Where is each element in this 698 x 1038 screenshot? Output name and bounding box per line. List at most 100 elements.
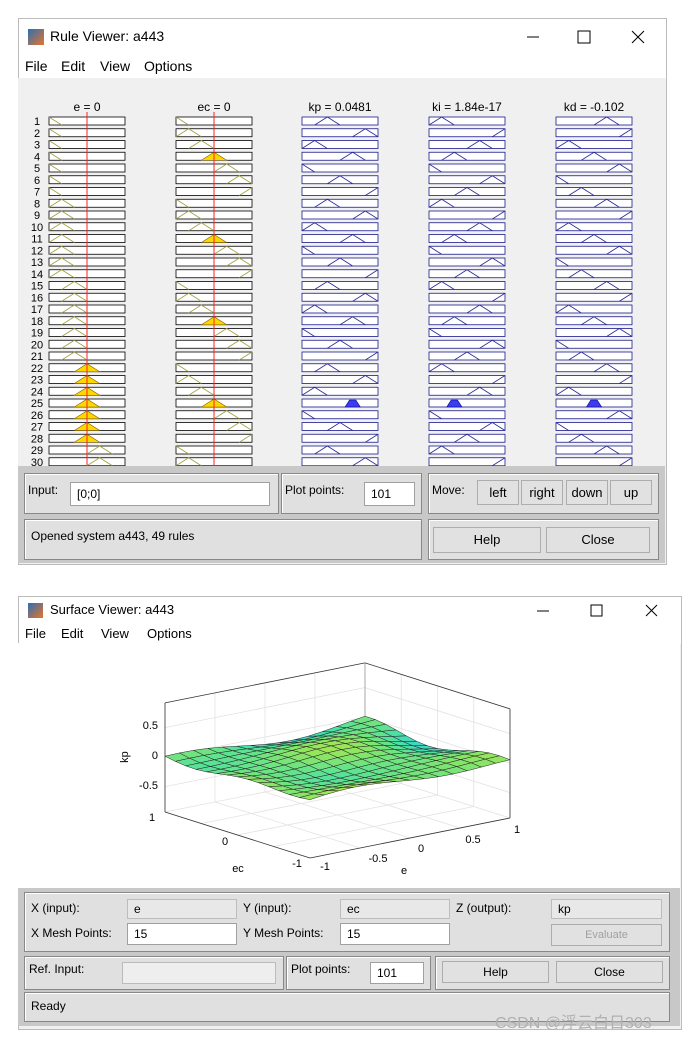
maximize[interactable] — [590, 604, 603, 617]
mf-box — [301, 386, 379, 396]
evaluate-button[interactable]: Evaluate — [551, 924, 662, 946]
ref-input-field[interactable] — [122, 962, 276, 984]
mf-curve — [327, 339, 353, 349]
mf-curve — [48, 175, 62, 185]
x-mesh-field[interactable]: 15 — [127, 923, 237, 945]
mf-curve — [301, 245, 315, 255]
move-down-button[interactable]: down — [566, 480, 608, 505]
plot-points-field[interactable]: 101 — [364, 482, 415, 506]
mf-curve — [428, 281, 455, 290]
mf-curve — [441, 151, 468, 161]
floor-grid — [237, 794, 438, 836]
close-button[interactable]: Close — [556, 961, 663, 983]
rule-number: 16 — [31, 292, 43, 304]
maximize[interactable] — [577, 30, 591, 44]
menu-item[interactable]: Edit — [61, 626, 84, 641]
mf-curve — [314, 281, 341, 290]
mf-box — [301, 222, 379, 232]
mf-curve — [492, 210, 506, 220]
mf-curve — [606, 328, 633, 337]
title-bar: Rule Viewer: a443 — [19, 19, 666, 53]
mf-curve — [175, 457, 202, 467]
mf-box — [301, 187, 379, 196]
mf-box — [301, 234, 379, 243]
close-icon[interactable] — [645, 604, 658, 617]
rule-number: 28 — [31, 433, 43, 445]
mf-curve — [175, 281, 189, 290]
mf-curve — [568, 351, 595, 361]
mf-curve — [581, 234, 607, 243]
column-header: kd = -0.102 — [564, 100, 625, 114]
mf-box — [301, 422, 379, 431]
mf-box — [555, 422, 633, 431]
window-controls[interactable] — [529, 601, 669, 621]
rule-number: 17 — [31, 304, 43, 316]
mf-curve — [619, 375, 633, 384]
move-left-button[interactable]: left — [477, 480, 519, 505]
mf-curve — [492, 292, 506, 302]
mf-box — [301, 445, 379, 455]
mf-curve — [175, 210, 202, 220]
z-output-dropdown[interactable]: kp — [551, 899, 662, 919]
mf-box — [555, 245, 633, 255]
mf-fill — [446, 399, 463, 408]
window-title: Rule Viewer: a443 — [50, 28, 165, 44]
mf-curve — [466, 140, 493, 149]
close-icon[interactable] — [631, 30, 645, 44]
mf-box — [555, 386, 633, 396]
mf-box — [555, 222, 633, 232]
menu-item[interactable]: Edit — [61, 58, 86, 74]
mf-box — [555, 351, 633, 361]
mf-curve — [188, 304, 215, 314]
mf-box — [428, 433, 506, 443]
mf-curve — [441, 234, 468, 243]
menu-item[interactable]: View — [101, 626, 129, 641]
mf-box — [428, 222, 506, 232]
rule-number: 5 — [34, 163, 40, 175]
rule-number: 21 — [31, 351, 43, 363]
column-header: ec = 0 — [197, 100, 230, 114]
mf-curve — [555, 422, 569, 431]
mf-box — [428, 316, 506, 326]
y-input-dropdown[interactable]: ec — [340, 899, 450, 919]
y-mesh-field[interactable]: 15 — [340, 923, 450, 945]
move-label: Move: — [432, 483, 465, 497]
plot-points-label: Plot points: — [291, 962, 351, 976]
mf-curve — [301, 328, 315, 337]
mf-curve — [339, 151, 366, 161]
move-up-button[interactable]: up — [610, 480, 652, 505]
help-button[interactable]: Help — [433, 527, 541, 553]
menu-item[interactable]: File — [25, 626, 46, 641]
mf-box — [555, 210, 633, 220]
window-controls[interactable] — [519, 27, 659, 47]
mf-box — [301, 351, 379, 361]
menu-item[interactable]: View — [100, 58, 131, 74]
mf-box — [428, 445, 506, 455]
mf-box — [301, 433, 379, 443]
mf-box — [301, 339, 379, 349]
mf-curve — [61, 316, 88, 326]
mf-curve — [428, 163, 442, 173]
button-panel: Help Close — [428, 519, 659, 560]
mf-box — [555, 457, 633, 467]
mf-curve — [441, 316, 468, 326]
plot-points-field[interactable]: 101 — [370, 962, 424, 984]
mf-box — [301, 281, 379, 290]
mf-curve — [428, 410, 442, 420]
help-button[interactable]: Help — [442, 961, 549, 983]
move-right-button[interactable]: right — [521, 480, 563, 505]
mf-fill — [344, 399, 361, 408]
menu-item[interactable]: Options — [144, 58, 193, 74]
rule-number: 18 — [31, 316, 43, 328]
rule-number: 2 — [34, 128, 40, 140]
menu-item[interactable]: File — [25, 58, 48, 74]
menu-item[interactable]: Options — [147, 626, 192, 641]
close-button[interactable]: Close — [546, 527, 650, 553]
input-field[interactable]: [0;0] — [70, 482, 270, 506]
x-input-dropdown[interactable]: e — [127, 899, 237, 919]
mf-curve — [555, 140, 582, 149]
mf-curve — [593, 116, 620, 126]
mf-box — [428, 269, 506, 279]
mf-box — [428, 457, 506, 467]
status-panel: Ready — [24, 992, 670, 1022]
